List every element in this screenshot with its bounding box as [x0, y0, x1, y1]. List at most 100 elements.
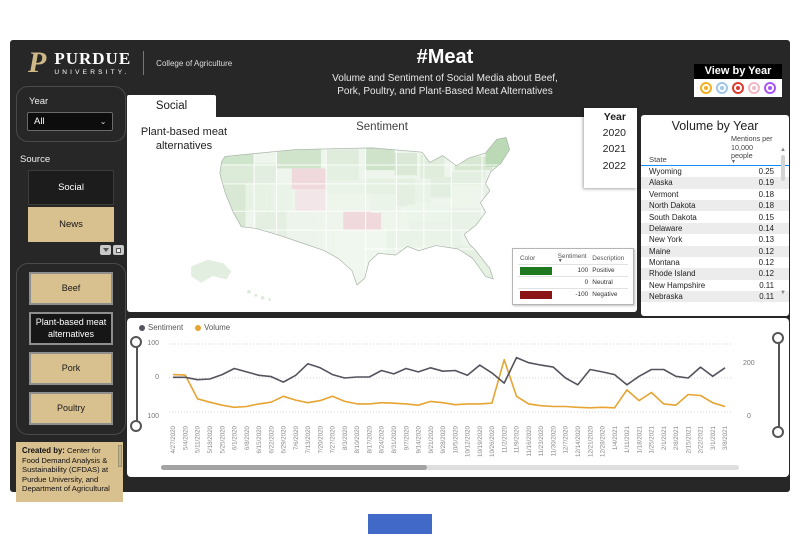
table-row[interactable]: New Hampshire 0.11	[649, 280, 774, 290]
x-axis-date-label: 7/20/2020	[317, 425, 324, 453]
table-row[interactable]: Wyoming 0.25	[649, 167, 774, 177]
legend-col-color: Color	[520, 254, 536, 262]
table-row[interactable]: Maine 0.12	[641, 245, 789, 257]
right-range-slider[interactable]	[771, 332, 787, 438]
x-axis-date-label: 9/14/2020	[416, 425, 423, 453]
col-header-state[interactable]: State	[649, 154, 667, 164]
sentiment-legend: Color Sentiment ▼ Description 100 Positiv…	[512, 248, 634, 305]
x-axis-date-label: 7/6/2020	[293, 425, 300, 450]
credit-body: Center for Food Demand Analysis & Sustai…	[22, 446, 110, 494]
table-row[interactable]: North Dakota 0.18	[641, 200, 789, 212]
view-by-year-label: View by Year	[694, 64, 782, 79]
year-dropdown[interactable]: All ⌄	[27, 112, 114, 131]
x-axis-date-label: 5/11/2020	[195, 425, 202, 453]
x-axis-date-label: 9/28/2020	[440, 425, 447, 453]
table-row[interactable]: New York 0.13	[649, 235, 774, 245]
scrollbar-thumb[interactable]	[781, 155, 785, 181]
x-axis-date-label: 8/24/2020	[379, 425, 386, 453]
trend-chart[interactable]: 4/27/2020 5/4/2020 5/11/2020 5/18/2020 5/25/…	[159, 338, 739, 476]
credit-heading: Created by:	[22, 446, 65, 455]
filter-icon[interactable]	[100, 245, 111, 255]
table-scrollbar[interactable]: ▲ ▼	[779, 147, 787, 312]
col-header-mentions[interactable]: Mentions per 10,000 people ▼	[731, 134, 773, 165]
slider-handle-bottom[interactable]	[772, 426, 784, 438]
bookmark-yellow-icon[interactable]	[700, 82, 712, 94]
table-row[interactable]: South Dakota 0.15	[649, 212, 774, 222]
table-row[interactable]: Alaska 0.19	[641, 177, 789, 189]
x-axis-date-label: 5/25/2020	[219, 425, 226, 453]
x-axis-date-label: 3/1/2021	[710, 425, 717, 450]
slider-handle-bottom[interactable]	[130, 420, 142, 432]
source-button-news[interactable]: News	[28, 207, 114, 242]
x-axis-date-label: 8/31/2020	[391, 425, 398, 453]
x-axis-date-label: 1/4/2021	[612, 425, 619, 450]
table-row[interactable]: Delaware 0.14	[641, 222, 789, 235]
slicer-tools	[16, 245, 124, 255]
table-row[interactable]: Vermont 0.18	[649, 189, 774, 199]
table-row[interactable]: Rhode Island 0.12	[641, 268, 789, 280]
year-filter-group: Year All ⌄	[16, 86, 126, 142]
logo-divider	[143, 51, 145, 75]
slider-handle-top[interactable]	[130, 336, 142, 348]
sort-arrow-icon[interactable]: ▼	[731, 158, 736, 165]
table-row[interactable]: Montana 0.12	[649, 258, 774, 268]
credit-box: Created by: Center for Food Demand Analy…	[16, 442, 123, 502]
x-axis-date-label: 1/18/2021	[636, 425, 643, 453]
x-axis-date-label: 11/16/2020	[526, 425, 533, 456]
bookmark-purple-icon[interactable]	[764, 82, 776, 94]
footer-accent-bar	[368, 514, 432, 534]
alaska-shape[interactable]	[190, 258, 233, 284]
left-axis-tick-100: 100	[147, 340, 159, 347]
x-axis-date-label: 8/17/2020	[367, 425, 374, 453]
year-item-2022[interactable]: 2022	[602, 159, 626, 172]
hawaii-shape[interactable]	[246, 289, 272, 302]
topic-button-beef[interactable]: Beef	[29, 272, 113, 305]
purdue-p-icon: P	[28, 46, 47, 79]
tab-social[interactable]: Social	[127, 95, 216, 117]
x-axis-date-label: 6/15/2020	[256, 425, 263, 453]
chart-hscrollbar[interactable]	[161, 465, 739, 470]
x-axis-date-label: 12/7/2020	[563, 425, 570, 453]
x-axis-date-label: 11/30/2020	[551, 425, 558, 456]
topic-button-pork[interactable]: Pork	[29, 352, 113, 385]
x-axis-date-label: 2/1/2021	[661, 425, 668, 450]
chart-hscrollbar-thumb[interactable]	[161, 465, 427, 470]
right-axis-tick-200: 200	[743, 360, 755, 367]
x-axis-date-label: 9/21/2020	[428, 425, 435, 453]
table-row[interactable]: Nebraska 0.11	[641, 291, 789, 303]
topic-button-plant-based[interactable]: Plant-based meat alternatives	[29, 312, 113, 345]
credit-scrollbar[interactable]	[118, 445, 122, 467]
sort-arrow-icon[interactable]: ▼	[557, 258, 563, 264]
x-axis-date-label: 12/14/2020	[575, 425, 582, 457]
neutral-swatch	[520, 279, 552, 287]
left-range-slider[interactable]	[129, 336, 145, 432]
scroll-down-icon[interactable]: ▼	[780, 290, 786, 296]
left-axis-tick-neg100: 100	[147, 413, 159, 420]
series-sentiment-line[interactable]	[173, 356, 726, 386]
x-axis-date-label: 2/15/2021	[685, 425, 692, 453]
year-item-2021[interactable]: 2021	[602, 143, 626, 156]
x-axis-date-label: 6/1/2020	[232, 425, 239, 450]
topic-button-poultry[interactable]: Poultry	[29, 392, 113, 425]
bookmark-red-icon[interactable]	[732, 82, 744, 94]
x-axis-date-label: 5/4/2020	[183, 425, 190, 450]
college-label: College of Agriculture	[156, 58, 233, 68]
volume-table-title: Volume by Year	[671, 119, 759, 133]
x-axis-date-label: 1/25/2021	[649, 425, 656, 453]
slider-handle-top[interactable]	[772, 332, 784, 344]
bookmark-blue-icon[interactable]	[716, 82, 728, 94]
source-button-social[interactable]: Social	[28, 170, 114, 205]
scroll-up-icon[interactable]: ▲	[780, 147, 786, 153]
series-volume-line[interactable]	[172, 358, 726, 409]
us-choropleth-map[interactable]	[155, 129, 607, 309]
state-fills[interactable]	[210, 133, 519, 296]
year-item-2020[interactable]: 2020	[602, 127, 626, 139]
x-axis-date-label: 10/26/2020	[489, 425, 496, 457]
chart-legend: Sentiment Volume	[139, 323, 230, 332]
clear-selection-icon[interactable]	[113, 245, 124, 255]
legend-row-neutral: 0 Neutral	[518, 276, 628, 289]
us-outline	[219, 137, 510, 286]
topic-filter-group: Beef Plant-based meat alternatives Pork …	[16, 263, 126, 435]
bookmark-pink-icon[interactable]	[748, 82, 760, 94]
